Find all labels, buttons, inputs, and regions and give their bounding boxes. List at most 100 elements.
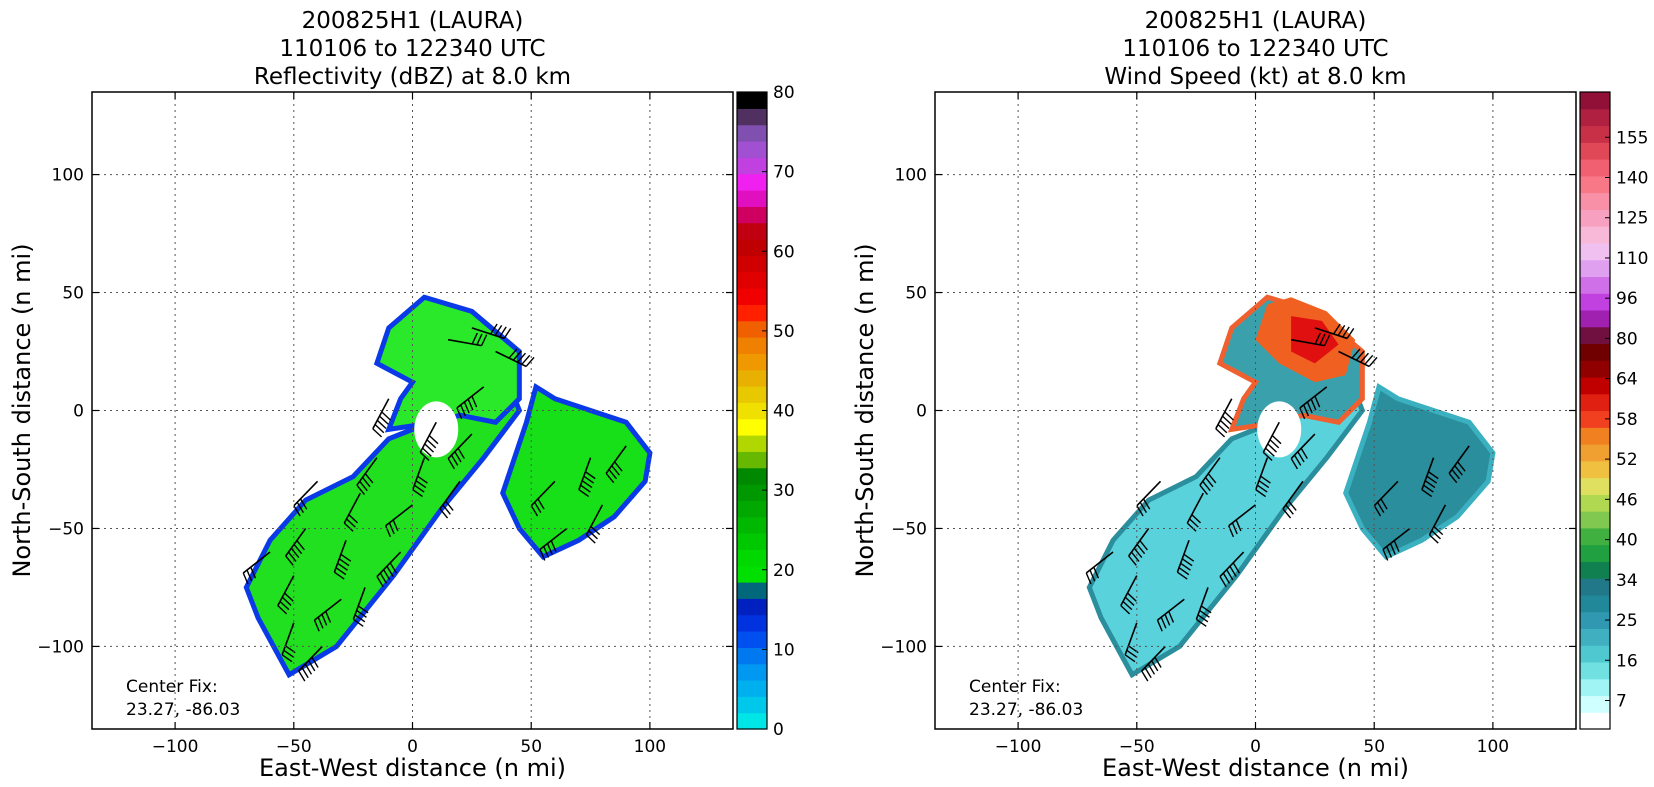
wind-barb-feather	[1306, 401, 1313, 414]
colorbar-segment	[737, 418, 767, 436]
wind-barb-feather	[426, 439, 437, 449]
wind-barb-feather	[1351, 348, 1361, 359]
wind-barb-feather	[1428, 471, 1439, 480]
wind-barb-feather	[359, 480, 368, 492]
wind-barb-feather	[578, 489, 590, 498]
wind-barb-feather	[590, 525, 601, 536]
wind-barb	[1195, 587, 1209, 620]
colorbar-segment	[737, 614, 767, 632]
wind-barb-feather	[439, 508, 449, 519]
colorbar-tick-label: 80	[773, 83, 795, 103]
wind-barb-feather	[372, 428, 383, 438]
colorbar-segment	[1580, 393, 1610, 412]
wind-barb-feather	[1136, 543, 1146, 555]
wind-barb-feather	[1426, 475, 1438, 484]
wind-barb-feather	[1431, 530, 1441, 540]
wind-barb-feather	[348, 514, 359, 524]
wind-barb-feather	[1314, 395, 1321, 408]
x-tick-label: 50	[520, 737, 542, 757]
colorbar-segment	[1580, 209, 1610, 227]
colorbar-segment	[737, 271, 767, 289]
colorbar-segment	[1580, 376, 1610, 395]
wind-barb-feather	[499, 326, 507, 338]
wind-barb-feather	[374, 424, 385, 434]
y-tick-label: −50	[48, 519, 84, 539]
wind-barb-feather	[287, 551, 297, 562]
wind-barb-feather	[503, 327, 512, 339]
chart-title-line: Reflectivity (dBZ) at 8.0 km	[254, 64, 571, 90]
wind-barb	[343, 492, 361, 524]
wind-barb-feather	[1202, 480, 1211, 492]
colorbar-segment	[737, 288, 767, 305]
wind-barb-feather	[1428, 534, 1439, 544]
wind-barb-feather	[296, 540, 305, 551]
wind-barb-feather	[525, 356, 535, 367]
colorbar-tick-label: 140	[1616, 168, 1648, 188]
x-axis-label: East-West distance (n mi)	[1102, 754, 1409, 782]
radar-swath-east	[1343, 383, 1496, 560]
wind-barb-feather	[1130, 551, 1140, 562]
colorbar-segment	[737, 565, 767, 583]
wind-barb-feather	[415, 480, 427, 489]
colorbar-tick-label: 70	[773, 163, 795, 183]
wind-barb-feather	[1377, 501, 1385, 513]
y-tick-label: −100	[37, 637, 84, 657]
colorbar-tick-label: 20	[773, 561, 795, 581]
wind-barb-feather	[450, 454, 459, 466]
colorbar-segment	[737, 92, 767, 109]
chart-title-line: 110106 to 122340 UTC	[1122, 36, 1388, 62]
wind-barb-feather	[1186, 522, 1197, 532]
wind-barb-feather	[1258, 480, 1270, 489]
wind-barb-feather	[1229, 565, 1237, 577]
wind-barb	[1262, 421, 1280, 453]
wind-barb	[1338, 350, 1370, 368]
wind-barb-feather	[1271, 434, 1282, 445]
wind-barb-feather	[1342, 326, 1350, 338]
wind-barb-feather	[424, 443, 435, 453]
colorbar-segment	[1580, 92, 1610, 110]
wind-barb-feather	[1451, 469, 1461, 480]
wind-barb	[385, 504, 413, 527]
colorbar-segment	[737, 598, 767, 616]
colorbar-segment	[1580, 293, 1610, 311]
wind-barb-feather	[1337, 325, 1346, 336]
colorbar-tick-label: 80	[1616, 329, 1638, 349]
wind-barb-feather	[333, 571, 345, 580]
wind-barb-feather	[454, 451, 462, 463]
wind-barb-feather	[385, 525, 392, 538]
wind-barb-feather	[580, 484, 591, 493]
wind-barb-feather	[1433, 525, 1444, 536]
wind-barb-feather	[1282, 508, 1292, 519]
colorbar-segment	[1580, 645, 1610, 663]
y-tick-label: 50	[62, 284, 84, 304]
colorbar-segment	[1580, 578, 1610, 596]
wind-barb-feather	[467, 398, 474, 411]
wind-barb	[1373, 480, 1399, 507]
eye-region	[414, 401, 459, 458]
wind-barb	[471, 327, 505, 340]
colorbar-segment	[1580, 444, 1610, 462]
wind-barb-feather	[364, 473, 374, 484]
wind-barb-feather	[1360, 352, 1369, 363]
wind-barb-feather	[471, 332, 478, 345]
colorbar-segment	[1580, 242, 1610, 261]
colorbar-segment	[737, 712, 767, 730]
wind-barb-feather	[1195, 618, 1207, 627]
chart-title-line: 200825H1 (LAURA)	[1145, 8, 1367, 34]
colorbar-segment	[1580, 360, 1610, 378]
colorbar-segment	[737, 157, 767, 175]
wind-barb-feather	[1133, 547, 1143, 559]
wind-barb	[1141, 645, 1166, 672]
wind-barb	[285, 527, 307, 557]
colorbar-segment	[1580, 226, 1610, 244]
colorbar-segment	[1580, 460, 1610, 479]
wind-barb-feather	[480, 334, 488, 346]
wind-barb-feather	[422, 447, 432, 457]
y-tick-label: 50	[905, 284, 927, 304]
wind-barb-feather	[1204, 477, 1214, 488]
wind-barb-feather	[581, 480, 593, 489]
wind-barb-feather	[381, 411, 391, 421]
wind-barb-feather	[1122, 600, 1133, 611]
colorbar-segment	[1580, 410, 1610, 428]
colorbar-segment	[1580, 628, 1610, 646]
